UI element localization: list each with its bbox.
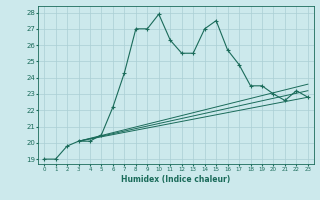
X-axis label: Humidex (Indice chaleur): Humidex (Indice chaleur) bbox=[121, 175, 231, 184]
